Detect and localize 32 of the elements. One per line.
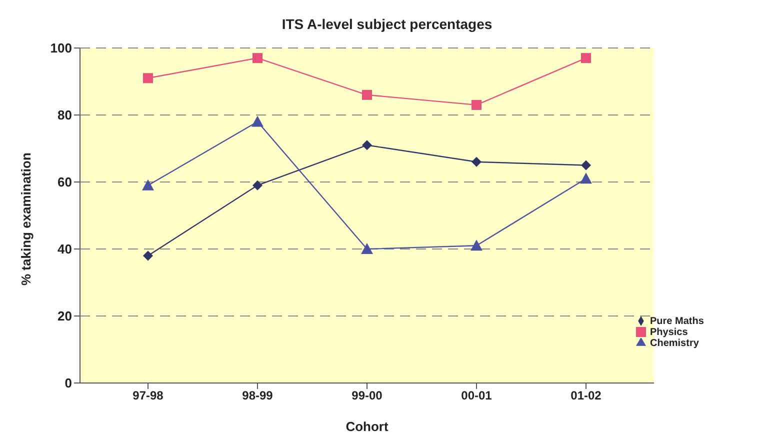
y-tick-label: 100 [50,40,72,56]
x-tick-label: 00-01 [461,388,492,403]
x-tick-label: 99-00 [352,388,383,403]
point [252,53,262,64]
x-tick-label: 98-99 [242,388,274,403]
point [472,156,482,167]
point [472,100,482,110]
point [361,243,373,254]
legend-label: Physics [650,327,688,338]
y-tick-label: 80 [58,108,72,123]
y-tick-label: 20 [58,308,72,324]
point [252,180,262,190]
point [362,90,372,100]
y-tick-label: 0 [64,376,72,391]
legend-label: Chemistry [650,338,699,349]
y-tick-label: 40 [58,242,72,257]
point [252,116,264,127]
point [142,179,154,190]
point [470,240,482,251]
point [143,250,153,261]
y-tick-label: 60 [58,174,72,190]
x-tick-label: 01-02 [570,388,602,403]
chart-title: ITS A-level subject percentages [280,16,494,32]
point [362,140,372,150]
point [143,73,153,84]
y-axis-title: % taking examination [18,152,34,286]
point [581,53,591,64]
x-axis-title: Cohort [346,419,389,434]
point [580,172,592,184]
x-tick-label: 97-98 [132,388,164,403]
point [581,160,591,170]
legend-label: Pure Maths [650,316,704,327]
